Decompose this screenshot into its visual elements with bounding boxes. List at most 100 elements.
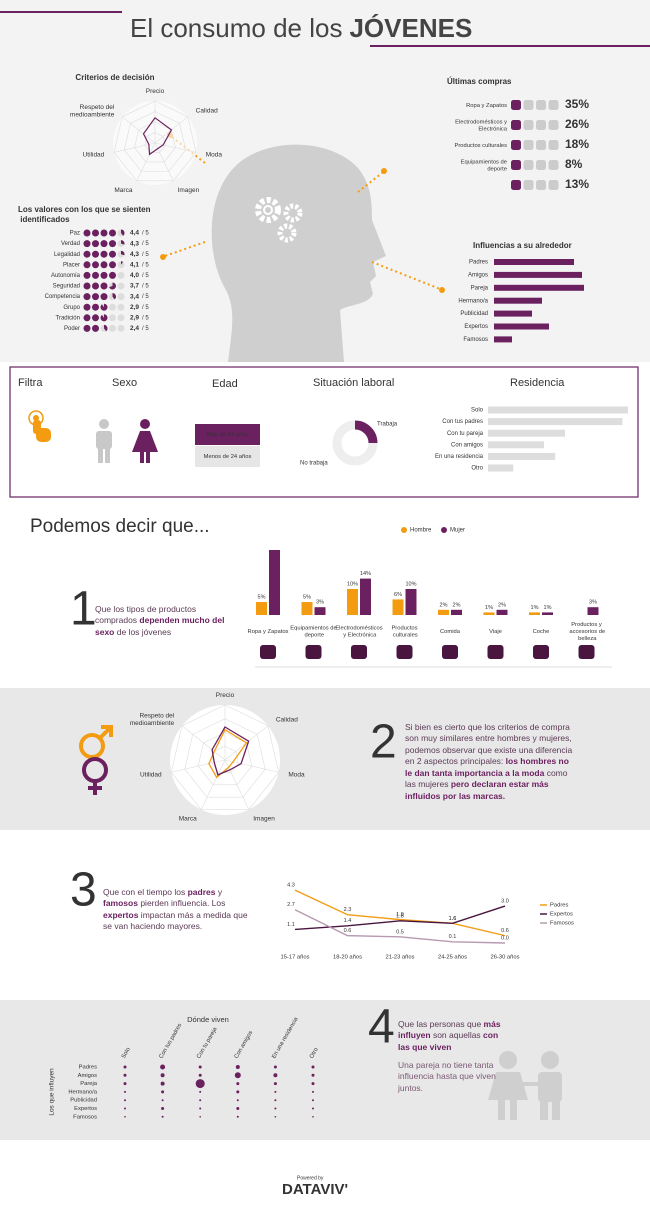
text-segment: Una pareja no tiene tanta influencia has… — [398, 1060, 496, 1093]
value-label: 2% — [440, 602, 448, 608]
dot — [198, 1065, 202, 1069]
dot — [124, 1090, 126, 1093]
value-scale: / 5 — [142, 241, 149, 247]
category-icon — [260, 645, 276, 659]
bar[interactable] — [488, 418, 623, 426]
dot — [199, 1090, 202, 1093]
value-dot — [92, 261, 99, 269]
point-text: Una pareja no tiene tanta influencia has… — [398, 1060, 508, 1094]
dot — [274, 1099, 277, 1102]
age-button[interactable] — [195, 446, 260, 467]
value-dot — [100, 293, 108, 301]
bar[interactable] — [488, 464, 514, 472]
value-dot — [109, 261, 116, 269]
bar — [256, 602, 267, 615]
radar-grid — [134, 121, 176, 163]
legend-swatch — [401, 527, 407, 533]
x-tick-label: Productos y accesorios de belleza — [568, 622, 605, 642]
filter-title: Sexo — [112, 377, 137, 389]
text-segment: son aquellas — [430, 1030, 484, 1041]
dot — [160, 1081, 165, 1086]
value-label: 3.0 — [501, 899, 509, 905]
dot — [312, 1090, 314, 1093]
value-dot — [100, 261, 108, 269]
point-number: 4 — [368, 1001, 395, 1054]
value-dot-bg — [109, 324, 116, 332]
radar-axis-label: Respeto del medioambiente — [68, 104, 115, 119]
dot — [199, 1107, 202, 1110]
donut-segment — [332, 420, 378, 466]
percent-label: 26% — [565, 117, 589, 131]
value-label: 2,4 — [130, 325, 139, 332]
age-option[interactable]: Menos de 24 años — [204, 454, 252, 460]
legend-label: Padres — [550, 903, 568, 909]
value-scale: / 5 — [142, 252, 149, 258]
dot — [273, 1073, 278, 1078]
value-dot-partial — [121, 261, 124, 265]
product-icon — [548, 160, 559, 170]
value-label: 4,0 — [130, 272, 139, 279]
point-text: Que con el tiempo los padres y famosos p… — [103, 887, 253, 933]
bar — [347, 589, 358, 615]
dot — [236, 1107, 240, 1110]
dot — [199, 1116, 201, 1118]
product-icon — [523, 120, 534, 130]
bar — [483, 612, 495, 615]
value-dot — [83, 324, 91, 332]
row-label: Placer — [63, 262, 80, 268]
x-tick-label: Ropa y Zapatos — [248, 629, 289, 635]
filter-hand-icon[interactable] — [28, 410, 51, 442]
bar[interactable] — [488, 452, 556, 460]
value-label: 1.8 — [396, 913, 404, 919]
female-icon[interactable] — [132, 419, 158, 463]
x-tick-label: 24-25 años — [438, 955, 467, 961]
dot — [195, 1079, 205, 1089]
head-silhouette — [211, 144, 386, 362]
value-dot — [83, 303, 91, 311]
dot — [274, 1116, 277, 1118]
male-symbol — [79, 725, 113, 759]
value-label: 0.1 — [449, 934, 457, 940]
value-label: 5% — [303, 594, 311, 600]
age-button[interactable] — [195, 424, 260, 445]
bar[interactable] — [488, 441, 544, 449]
row-label: Famosos — [463, 337, 488, 343]
couple-icon — [488, 1051, 562, 1120]
age-option[interactable]: Más de 24 años — [207, 432, 248, 438]
male-icon[interactable] — [96, 419, 112, 463]
text-segment: como las mujeres — [405, 767, 568, 790]
value-scale: / 5 — [142, 294, 149, 300]
radar-axis-label: Respeto del medioambiente — [128, 712, 175, 727]
radar-axis-label: Marca — [179, 815, 197, 822]
value-label: 5% — [258, 594, 266, 600]
dot — [311, 1065, 315, 1069]
radar-spoke — [200, 759, 226, 810]
dot — [312, 1099, 314, 1102]
x-tick-label: 18-20 años — [333, 955, 362, 961]
filter-title: Residencia — [510, 377, 565, 389]
bar[interactable] — [488, 406, 628, 414]
legend-label: Expertos — [550, 912, 573, 918]
point-text: Si bien es cierto que los criterios de c… — [405, 722, 577, 802]
bar[interactable] — [488, 429, 565, 437]
value-label: 1.6 — [449, 916, 457, 922]
value-dot — [92, 229, 99, 237]
product-icon — [523, 160, 534, 170]
radar-grid — [184, 718, 266, 798]
radar-grid — [123, 111, 187, 172]
x-tick-label: 26-30 años — [490, 955, 519, 961]
value-dot — [109, 271, 116, 279]
product-icon — [523, 180, 534, 190]
value-dot — [109, 229, 116, 237]
product-icon — [523, 100, 534, 110]
legend-label: Mujer — [450, 528, 465, 534]
value-dot-partial — [109, 282, 116, 290]
dot — [199, 1099, 202, 1102]
product-icon — [511, 180, 521, 190]
row-label: Con tu pareja — [447, 431, 484, 437]
text-segment: Que las personas que — [398, 1019, 484, 1029]
dot — [311, 1073, 315, 1077]
text-segment: de los jóvenes — [114, 626, 172, 637]
radar-spoke — [136, 142, 156, 181]
